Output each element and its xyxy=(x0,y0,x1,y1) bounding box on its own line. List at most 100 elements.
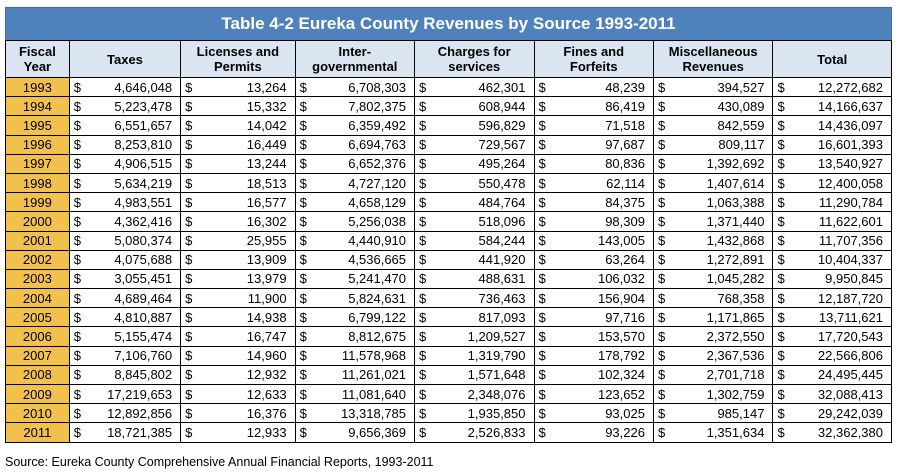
amount-value: 143,005 xyxy=(597,233,645,249)
amount-cell: $608,944 xyxy=(414,96,535,117)
amount-value: 5,080,374 xyxy=(114,233,173,249)
currency-symbol: $ xyxy=(299,329,307,345)
amount-value: 15,332 xyxy=(246,98,287,114)
amount-value: 13,244 xyxy=(246,156,287,172)
table-row: 2006 $5,155,474 $16,747 $8,812,675 $1,209,52… xyxy=(5,326,892,347)
amount-cell: $80,836 xyxy=(533,153,654,174)
column-header-label: Taxes xyxy=(107,51,143,67)
amount-cell: $6,694,763 xyxy=(294,134,416,155)
currency-symbol: $ xyxy=(777,424,785,440)
amount-cell: $9,656,369 xyxy=(294,422,416,443)
amount-cell: $106,032 xyxy=(533,268,654,290)
amount-cell: $11,081,640 xyxy=(294,383,416,405)
amount-value: 14,042 xyxy=(246,117,287,133)
currency-symbol: $ xyxy=(419,79,427,95)
amount-value: 156,904 xyxy=(597,290,645,306)
currency-symbol: $ xyxy=(299,386,307,402)
amount-value: 736,463 xyxy=(478,290,526,306)
amount-cell: $1,302,759 xyxy=(652,383,774,405)
currency-symbol: $ xyxy=(299,233,307,249)
amount-cell: $4,440,910 xyxy=(294,230,416,251)
amount-cell: $14,436,097 xyxy=(772,115,892,136)
currency-symbol: $ xyxy=(185,405,193,421)
amount-cell: $495,264 xyxy=(414,153,535,174)
currency-symbol: $ xyxy=(538,175,546,191)
currency-symbol: $ xyxy=(73,329,82,345)
amount-value: 6,708,303 xyxy=(348,79,407,95)
amount-cell: $8,812,675 xyxy=(294,326,416,347)
amount-value: 17,720,543 xyxy=(817,329,883,345)
amount-cell: $4,906,515 xyxy=(68,153,182,174)
amount-cell: $17,720,543 xyxy=(772,326,892,347)
currency-symbol: $ xyxy=(419,405,427,421)
currency-symbol: $ xyxy=(73,405,82,421)
amount-value: 14,938 xyxy=(246,309,287,325)
amount-value: 809,117 xyxy=(718,137,765,153)
currency-symbol: $ xyxy=(657,137,666,153)
amount-value: 5,241,470 xyxy=(348,271,407,287)
currency-symbol: $ xyxy=(73,117,82,133)
currency-symbol: $ xyxy=(185,213,193,229)
amount-cell: $2,526,833 xyxy=(414,422,535,443)
amount-cell: $11,707,356 xyxy=(772,230,892,251)
fiscal-year-cell: 2008 xyxy=(5,364,70,386)
fiscal-year-cell: 2005 xyxy=(5,307,70,328)
currency-symbol: $ xyxy=(185,309,193,325)
amount-cell: $10,404,337 xyxy=(772,249,892,270)
amount-cell: $84,375 xyxy=(533,192,654,213)
currency-symbol: $ xyxy=(185,329,193,345)
amount-cell: $16,302 xyxy=(180,211,296,232)
table-row: 2007 $7,106,760 $14,960 $11,578,968 $1,319,7… xyxy=(5,345,892,366)
amount-value: 14,436,097 xyxy=(817,117,883,133)
amount-value: 11,081,640 xyxy=(341,386,407,402)
currency-symbol: $ xyxy=(419,194,427,210)
currency-symbol: $ xyxy=(419,117,427,133)
amount-value: 441,920 xyxy=(478,252,526,268)
currency-symbol: $ xyxy=(299,156,307,172)
amount-cell: $16,449 xyxy=(180,134,296,155)
amount-value: 4,658,129 xyxy=(348,194,407,210)
amount-value: 98,309 xyxy=(605,213,645,229)
currency-symbol: $ xyxy=(185,386,193,402)
amount-cell: $8,253,810 xyxy=(68,134,182,155)
currency-symbol: $ xyxy=(185,252,193,268)
amount-value: 11,900 xyxy=(247,290,287,306)
amount-value: 11,622,601 xyxy=(818,213,883,229)
amount-value: 495,264 xyxy=(478,156,526,172)
currency-symbol: $ xyxy=(538,213,546,229)
column-header-label: Permits xyxy=(214,59,262,74)
currency-symbol: $ xyxy=(299,98,307,114)
amount-cell: $63,264 xyxy=(533,249,654,270)
currency-symbol: $ xyxy=(657,175,666,191)
amount-value: 16,376 xyxy=(246,405,287,421)
amount-value: 24,495,445 xyxy=(817,367,883,383)
currency-symbol: $ xyxy=(185,137,193,153)
amount-cell: $25,955 xyxy=(180,230,296,251)
currency-symbol: $ xyxy=(657,424,666,440)
column-header: Taxes xyxy=(68,40,182,78)
table-title: Table 4-2 Eureka County Revenues by Sour… xyxy=(5,7,892,40)
currency-symbol: $ xyxy=(538,79,546,95)
currency-symbol: $ xyxy=(657,213,666,229)
currency-symbol: $ xyxy=(185,175,193,191)
amount-cell: $5,634,219 xyxy=(68,172,182,194)
amount-value: 6,694,763 xyxy=(348,137,407,153)
amount-cell: $24,495,445 xyxy=(772,364,892,386)
column-header: Inter-governmental xyxy=(294,40,416,78)
column-header-label: governmental xyxy=(312,59,398,74)
amount-cell: $1,171,865 xyxy=(652,307,774,328)
amount-cell: $430,089 xyxy=(652,96,774,117)
table-row: 2004 $4,689,464 $11,900 $5,824,631 $736,463 $… xyxy=(5,288,892,309)
revenue-table-container: Table 4-2 Eureka County Revenues by Sour… xyxy=(5,7,892,443)
amount-value: 817,093 xyxy=(478,309,526,325)
currency-symbol: $ xyxy=(299,367,307,383)
amount-value: 4,362,416 xyxy=(114,213,173,229)
fiscal-year-cell: 1998 xyxy=(5,172,70,194)
amount-cell: $1,063,388 xyxy=(652,192,774,213)
amount-cell: $4,362,416 xyxy=(68,211,182,232)
amount-cell: $11,900 xyxy=(180,288,296,309)
currency-symbol: $ xyxy=(657,309,666,325)
amount-cell: $5,080,374 xyxy=(68,230,182,251)
currency-symbol: $ xyxy=(299,117,307,133)
table-row: 1993 $4,646,048 $13,264 $6,708,303 $462,301 $… xyxy=(5,76,892,98)
